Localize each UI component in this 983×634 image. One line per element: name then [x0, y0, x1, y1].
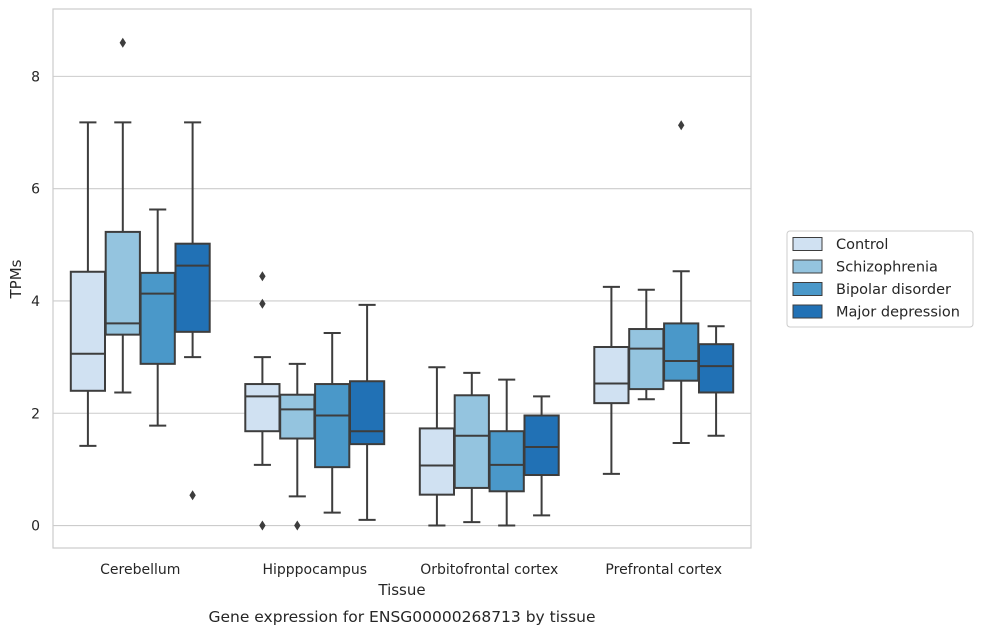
box-iqr — [488, 430, 525, 493]
x-tick-label: Hipppocampus — [262, 562, 367, 578]
outlier-point — [189, 490, 196, 501]
y-tick-label: 0 — [31, 519, 40, 535]
y-tick-labels: 0 2 4 6 8 — [31, 69, 40, 534]
legend-label: Control — [836, 237, 888, 253]
box-iqr — [139, 271, 176, 365]
box-2-0 — [139, 208, 176, 427]
legend-label: Bipolar disorder — [836, 282, 951, 298]
box-iqr — [523, 414, 560, 477]
legend-item: Major depression — [792, 304, 960, 321]
box-iqr — [697, 343, 735, 394]
outlier-point — [259, 298, 266, 309]
y-axis-title: TPMs — [7, 259, 25, 299]
legend-label: Schizophrenia — [836, 260, 938, 276]
box-iqr — [69, 270, 107, 392]
box-1-0 — [104, 37, 141, 394]
box-iqr — [104, 230, 141, 336]
legend-swatch — [792, 237, 823, 251]
plot-frame — [52, 8, 752, 549]
box-iqr — [453, 394, 490, 489]
outlier-point — [294, 520, 301, 531]
box-iqr — [418, 427, 456, 496]
x-tick-labels: Cerebellum Hipppocampus Orbitofrontal cort… — [100, 562, 722, 578]
box-iqr — [593, 345, 630, 405]
x-tick-label: Prefrontal cortex — [605, 562, 722, 578]
x-tick-label: Cerebellum — [100, 562, 180, 578]
x-tick-label: Orbitofrontal cortex — [420, 562, 558, 578]
box-3-2 — [523, 395, 560, 517]
box-iqr — [244, 383, 281, 433]
box-2-1 — [314, 331, 351, 514]
x-axis-title: Tissue — [377, 581, 425, 599]
legend: Control Schizophrenia Bipolar disorder Majo… — [786, 230, 974, 328]
outlier-point — [259, 520, 266, 531]
legend-label: Major depression — [836, 305, 960, 321]
box-3-3 — [697, 325, 735, 437]
box-0-2 — [418, 366, 456, 527]
box-iqr — [174, 242, 211, 333]
box-2-2 — [488, 378, 525, 527]
box-3-1 — [348, 303, 386, 521]
box-0-1 — [244, 271, 281, 531]
legend-frame — [786, 230, 974, 328]
box-iqr — [663, 322, 700, 382]
box-0-0 — [69, 121, 107, 447]
y-tick-label: 8 — [31, 69, 40, 85]
legend-item: Schizophrenia — [792, 259, 938, 276]
legend-swatch — [792, 259, 823, 274]
outlier-point — [678, 120, 685, 131]
outlier-point — [119, 37, 126, 48]
box-2-3 — [663, 120, 700, 445]
box-iqr — [279, 393, 316, 440]
box-iqr — [348, 380, 386, 446]
box-1-3 — [628, 288, 665, 401]
outlier-point — [259, 271, 266, 282]
figure-caption: Gene expression for ENSG00000268713 by t… — [208, 608, 595, 626]
box-3-0 — [174, 121, 211, 501]
legend-item: Bipolar disorder — [792, 282, 951, 298]
legend-swatch — [792, 282, 823, 296]
y-tick-label: 2 — [31, 406, 40, 422]
box-iqr — [314, 383, 351, 469]
legend-swatch — [792, 304, 823, 319]
box-0-3 — [593, 285, 630, 475]
box-groups — [69, 37, 735, 531]
y-tick-label: 4 — [31, 294, 40, 310]
legend-item: Control — [792, 237, 888, 253]
box-iqr — [628, 328, 665, 391]
y-tick-label: 6 — [31, 182, 40, 198]
